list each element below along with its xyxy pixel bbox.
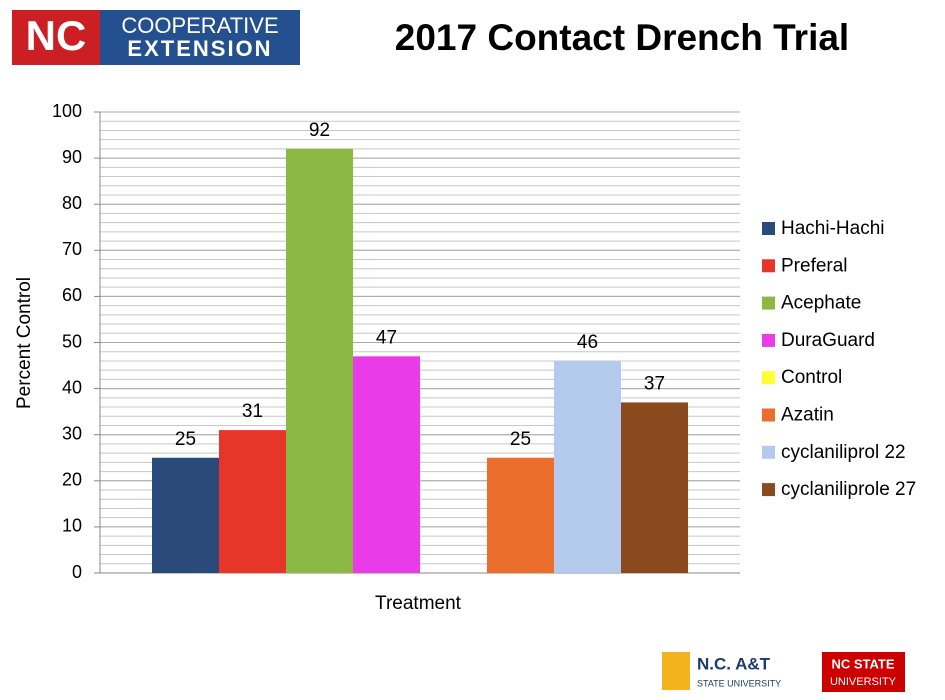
- legend-label: cyclaniliprol 22: [781, 442, 906, 463]
- legend-swatch: [762, 259, 775, 273]
- logo-text: UNIVERSITY: [830, 676, 897, 688]
- logo-mark: NC: [26, 12, 87, 59]
- bar: [286, 148, 353, 573]
- bar: [152, 457, 219, 573]
- bar: [353, 356, 420, 573]
- x-axis-label: Treatment: [375, 593, 462, 614]
- y-tick-label: 80: [62, 193, 82, 213]
- bar: [487, 457, 554, 573]
- legend-swatch: [762, 296, 775, 310]
- y-axis-label: Percent Control: [14, 277, 35, 409]
- y-tick-label: 30: [62, 423, 82, 443]
- legend-swatch: [762, 222, 775, 235]
- legend-label: cyclaniliprole 27: [781, 479, 916, 500]
- data-label: 92: [309, 120, 330, 141]
- legend-swatch: [762, 445, 775, 459]
- legend-label: DuraGuard: [781, 330, 875, 351]
- data-label: 47: [376, 327, 397, 348]
- logo-box: [12, 10, 100, 65]
- legend-swatch: [762, 408, 775, 422]
- data-label: 31: [242, 401, 263, 422]
- y-tick-label: 100: [52, 101, 82, 121]
- bar: [621, 402, 688, 573]
- logo-text: STATE UNIVERSITY: [697, 678, 781, 688]
- y-tick-label: 40: [62, 377, 82, 397]
- y-tick-label: 10: [62, 516, 82, 536]
- logo-text: EXTENSION: [127, 36, 272, 61]
- logo-icon: [662, 652, 690, 690]
- y-tick-label: 60: [62, 285, 82, 305]
- logo-box: [100, 10, 300, 65]
- legend-swatch: [762, 483, 775, 497]
- legend-label: Control: [781, 367, 842, 388]
- logo-box: [822, 652, 905, 692]
- data-label: 25: [175, 429, 196, 450]
- data-label: 46: [577, 332, 598, 353]
- y-tick-label: 70: [62, 239, 82, 259]
- legend-label: Acephate: [781, 293, 861, 314]
- legend-swatch: [762, 371, 775, 385]
- legend-label: Preferal: [781, 255, 848, 276]
- bar: [554, 360, 621, 573]
- y-tick-label: 90: [62, 147, 82, 167]
- legend-label: Azatin: [781, 405, 834, 426]
- logo-text: COOPERATIVE: [121, 13, 278, 38]
- legend-swatch: [762, 333, 775, 347]
- y-tick-label: 50: [62, 331, 82, 351]
- data-label: 25: [510, 429, 531, 450]
- y-tick-label: 20: [62, 470, 82, 490]
- chart-title: 2017 Contact Drench Trial: [395, 17, 849, 58]
- logo-text: NC STATE: [831, 656, 894, 671]
- legend-label: Hachi-Hachi: [781, 218, 884, 239]
- logo-text: N.C. A&T: [697, 654, 771, 673]
- bar: [219, 430, 286, 573]
- data-label: 37: [644, 373, 665, 394]
- y-tick-label: 0: [72, 562, 82, 582]
